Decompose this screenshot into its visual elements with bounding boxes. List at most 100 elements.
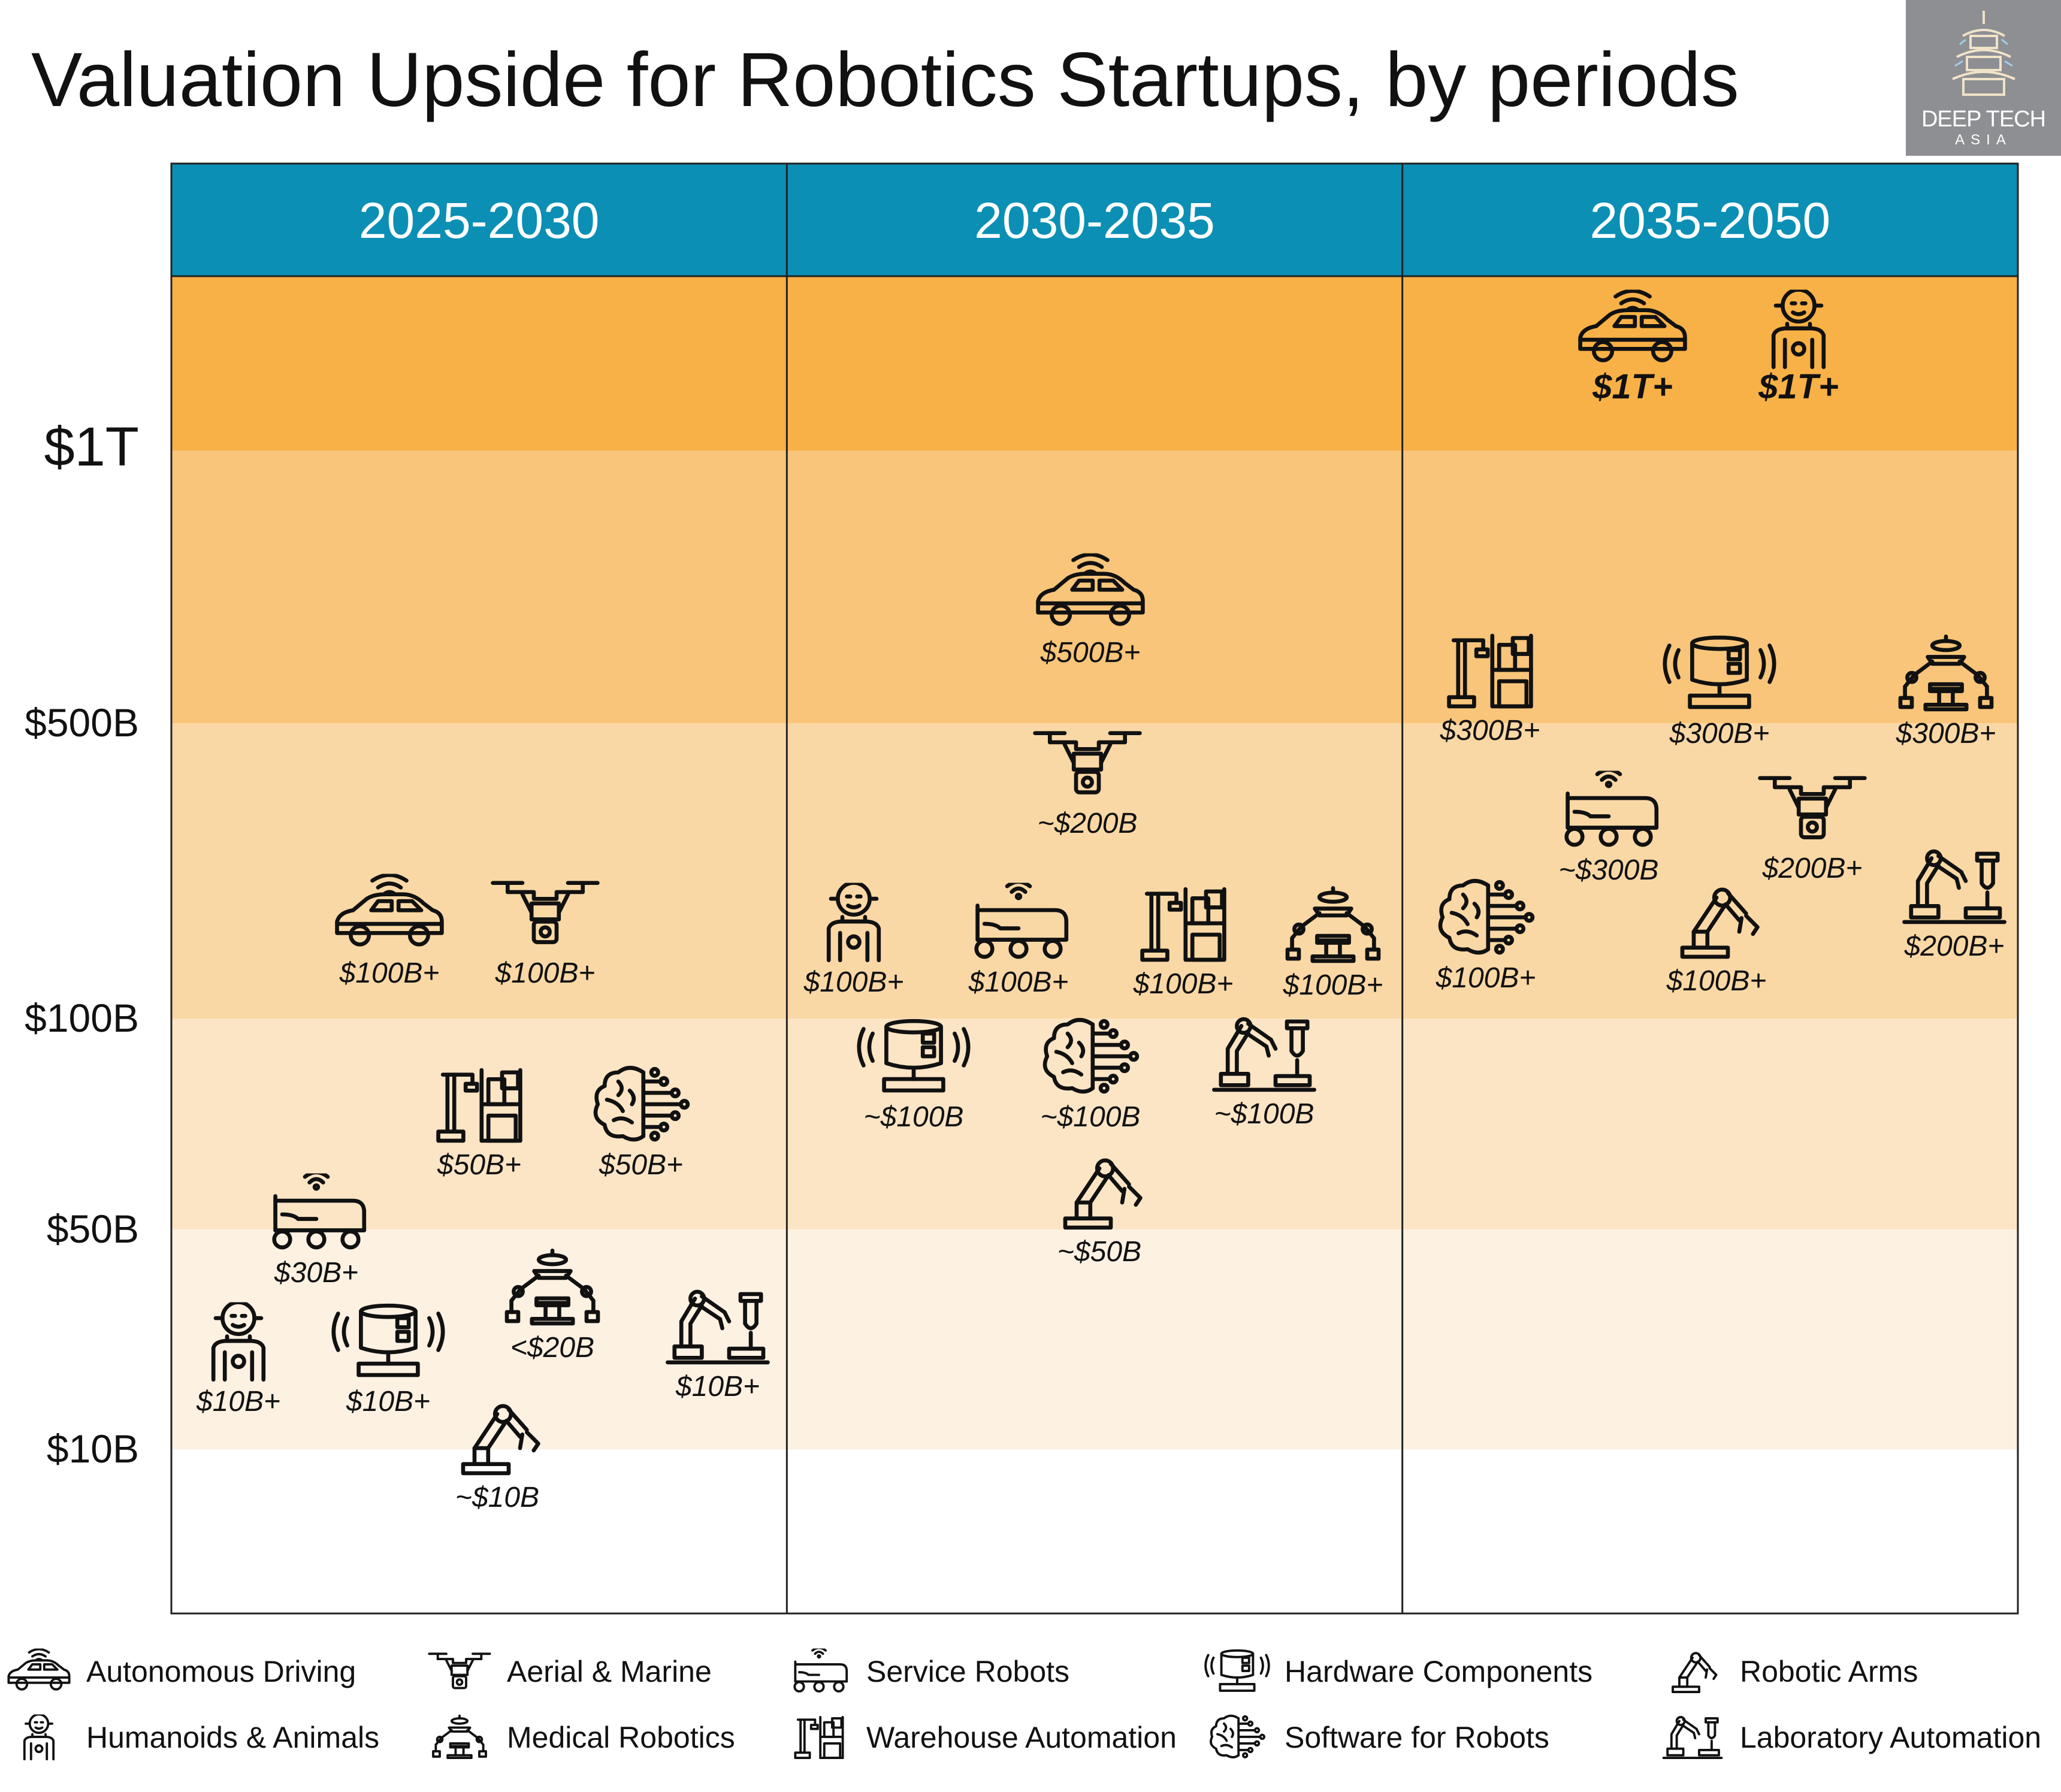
data-label: ~$100B (1041, 1101, 1141, 1133)
y-tick-label-50b: $50B (47, 1207, 139, 1251)
data-point-hardware-2035-2050: $300B+ (1665, 637, 1774, 750)
data-label: <$20B (510, 1332, 594, 1364)
data-label: $100B+ (495, 957, 596, 989)
legend-label: Aerial & Marine (507, 1655, 712, 1688)
legend-item-robotic-arms: Robotic Arms (1660, 1648, 1918, 1696)
data-point-arm-2025-2030: ~$10B (455, 1406, 539, 1513)
valuation-chart: 2025-2030 2030-2035 2035-2050 $1T $500B $100… (25, 162, 2019, 1615)
valuation-band (171, 1229, 2018, 1449)
data-label: ~$50B (1057, 1236, 1141, 1268)
data-point-warehouse-2025-2030: $50B+ (437, 1070, 521, 1181)
data-point-brain-2025-2030: $50B+ (596, 1068, 688, 1181)
data-label: $200B+ (1762, 853, 1863, 884)
logo-title: DEEP TECH (1921, 107, 2046, 132)
data-label: ~$300B (1559, 854, 1659, 886)
data-point-service-2030-2035: $100B+ (968, 882, 1069, 998)
data-label: $10B+ (196, 1386, 280, 1418)
brain-icon (1210, 1714, 1266, 1758)
service-robot-icon (793, 1648, 848, 1693)
data-point-drone-2035-2050: $200B+ (1760, 778, 1865, 884)
data-point-warehouse-2030-2035: $100B+ (1133, 889, 1233, 1000)
data-label: ~$100B (864, 1101, 964, 1133)
y-axis-labels: $1T $500B $100B $50B $10B (25, 416, 139, 1471)
data-label: $100B+ (339, 957, 440, 989)
y-tick-label-1t: $1T (44, 416, 139, 478)
data-point-lab-2025-2030: $10B+ (667, 1292, 767, 1403)
legend-label: Software for Robots (1285, 1721, 1549, 1754)
data-label: $300B+ (1440, 715, 1540, 747)
legend-item-service-robots: Service Robots (786, 1648, 1069, 1696)
legend-item-medical-robotics: Medical Robotics (427, 1714, 735, 1761)
drone-icon (428, 1652, 491, 1690)
data-label: ~$100B (1214, 1098, 1314, 1130)
legend-label: Service Robots (866, 1655, 1070, 1688)
humanoid-icon (23, 1714, 55, 1761)
robotic-arm-icon (1672, 1652, 1718, 1694)
y-tick-label-10b: $10B (47, 1427, 139, 1471)
data-label: $10B+ (346, 1386, 430, 1418)
valuation-band (171, 276, 2018, 451)
data-point-medical-2035-2050: $300B+ (1896, 636, 1996, 750)
y-tick-label-500b: $500B (25, 700, 139, 745)
period-label-2025-2030: 2025-2030 (359, 192, 600, 249)
legend-label: Medical Robotics (507, 1721, 735, 1754)
data-point-service-2035-2050: ~$300B (1559, 770, 1659, 886)
legend-item-warehouse-automation: Warehouse Automation (786, 1714, 1177, 1761)
data-label: $100B+ (1436, 962, 1536, 994)
data-label: ~$200B (1038, 808, 1138, 839)
legend: Autonomous Driving Aerial & Marine Service… (0, 1642, 2061, 1791)
legend-item-software-for-robots: Software for Robots (1204, 1714, 1549, 1761)
data-label: $50B+ (599, 1149, 683, 1181)
data-point-car-2025-2030: $100B+ (337, 875, 442, 989)
data-points: $100B+ $100B+ $50B+ $50B+ $30B+ <$20B $10B+ $10… (196, 290, 2005, 1513)
lab-arm-icon (1662, 1715, 1723, 1760)
header-bar (171, 164, 2018, 276)
pagoda-icon (1952, 11, 2015, 96)
valuation-bands (171, 276, 2018, 1449)
data-label: $100B+ (968, 966, 1069, 998)
chart-frame (170, 162, 2019, 1615)
data-label: $1T+ (1758, 367, 1839, 406)
period-label-2030-2035: 2030-2035 (974, 192, 1215, 249)
warehouse-icon (794, 1715, 844, 1760)
legend-item-aerial-marine: Aerial & Marine (427, 1648, 712, 1696)
legend-label: Hardware Components (1285, 1655, 1593, 1688)
data-label: $500B+ (1040, 637, 1141, 669)
legend-item-laboratory-automation: Laboratory Automation (1660, 1714, 2041, 1761)
data-label: ~$10B (455, 1482, 539, 1513)
legend-label: Autonomous Driving (86, 1655, 356, 1688)
legend-item-hardware-components: Hardware Components (1204, 1648, 1592, 1696)
data-point-humanoid-2035-2050: $1T+ (1758, 290, 1839, 406)
data-label: $200B+ (1904, 930, 2005, 962)
legend-label: Laboratory Automation (1740, 1721, 2042, 1754)
legend-item-humanoids-animals: Humanoids & Animals (6, 1714, 379, 1761)
data-point-car-2030-2035: $500B+ (1038, 554, 1143, 669)
period-header: 2025-2030 2030-2035 2035-2050 (171, 164, 2018, 276)
legend-label: Humanoids & Animals (86, 1721, 380, 1754)
data-point-medical-2025-2030: <$20B (507, 1250, 598, 1364)
y-tick-label-100b: $100B (25, 996, 139, 1040)
legend-item-autonomous-driving: Autonomous Driving (6, 1648, 356, 1696)
data-point-drone-2025-2030: $100B+ (493, 883, 598, 989)
data-label: $100B+ (1666, 965, 1767, 997)
data-label: $30B+ (274, 1257, 358, 1289)
data-point-brain-2030-2035: ~$100B (1041, 1020, 1141, 1133)
data-label: $100B+ (1283, 969, 1383, 1001)
car-icon (7, 1648, 71, 1691)
period-label-2035-2050: 2035-2050 (1589, 192, 1830, 249)
data-point-hardware-2025-2030: $10B+ (334, 1306, 443, 1418)
data-point-drone-2030-2035: ~$200B (1035, 733, 1140, 839)
data-point-arm-2035-2050: $100B+ (1666, 890, 1767, 997)
data-point-lab-2030-2035: ~$100B (1214, 1019, 1314, 1130)
data-point-humanoid-2025-2030: $10B+ (196, 1303, 280, 1418)
legend-label: Robotic Arms (1740, 1655, 1918, 1688)
logo-subtitle: ASIA (1955, 132, 2012, 148)
column-dividers (170, 162, 2019, 1615)
data-point-arm-2030-2035: ~$50B (1057, 1161, 1141, 1268)
data-point-car-2035-2050: $1T+ (1580, 291, 1685, 406)
data-point-service-2025-2030: $30B+ (274, 1172, 364, 1289)
chart-title: Valuation Upside for Robotics Startups, … (31, 37, 1739, 123)
hardware-icon (1204, 1649, 1270, 1692)
data-point-lab-2035-2050: $200B+ (1904, 851, 2005, 962)
data-label: $50B+ (437, 1149, 521, 1181)
